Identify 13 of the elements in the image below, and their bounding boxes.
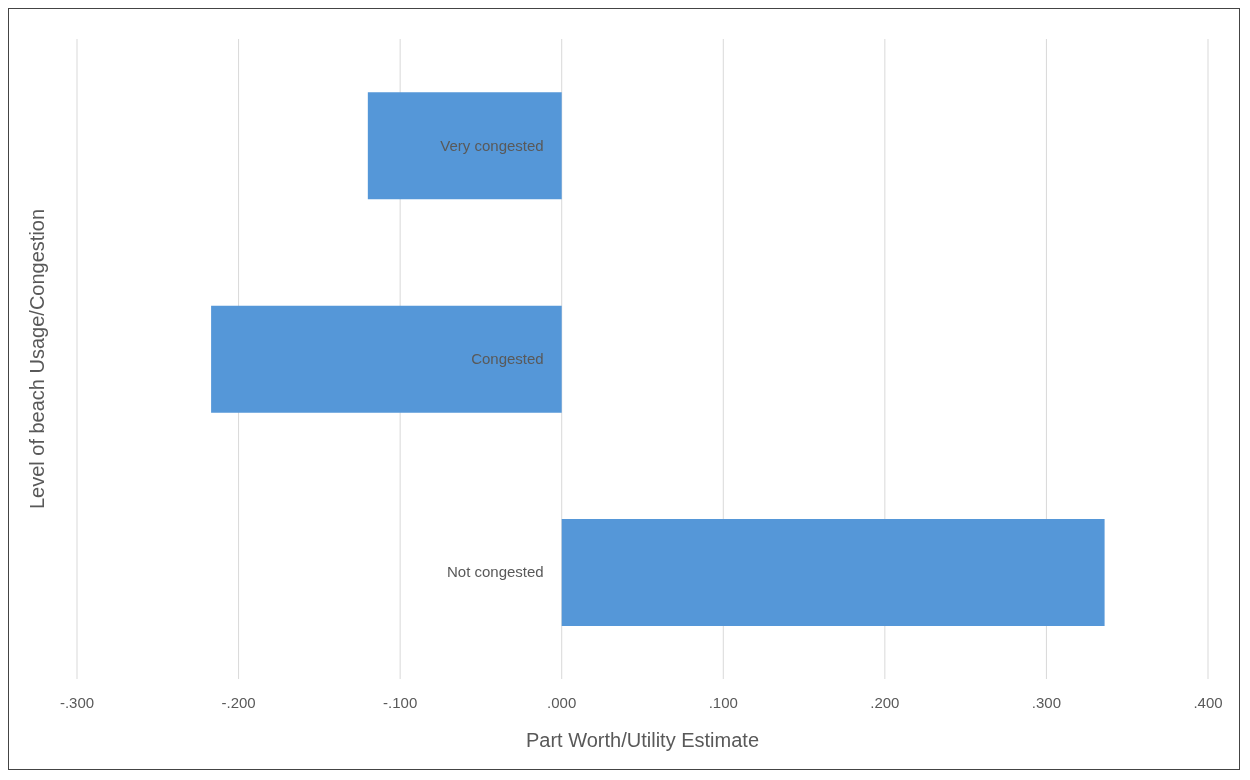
x-tick-label: .400 [1193, 693, 1223, 711]
y-axis-title: Level of beach Usage/Congestion [26, 208, 49, 510]
y-tick-label: Very congested [440, 136, 544, 154]
y-tick-label: Not congested [446, 563, 544, 581]
x-tick-label: .300 [1031, 693, 1062, 711]
x-axis-title: Part Worth/Utility Estimate [525, 729, 760, 751]
x-tick-label: -.300 [59, 693, 95, 711]
x-tick-label: .200 [870, 693, 900, 711]
x-tick-label: .000 [547, 693, 577, 711]
x-tick-label: -.100 [383, 693, 418, 711]
y-tick-label: Congested [471, 350, 544, 367]
x-tick-label: -.200 [221, 693, 256, 711]
x-tick-label: .100 [708, 693, 738, 711]
